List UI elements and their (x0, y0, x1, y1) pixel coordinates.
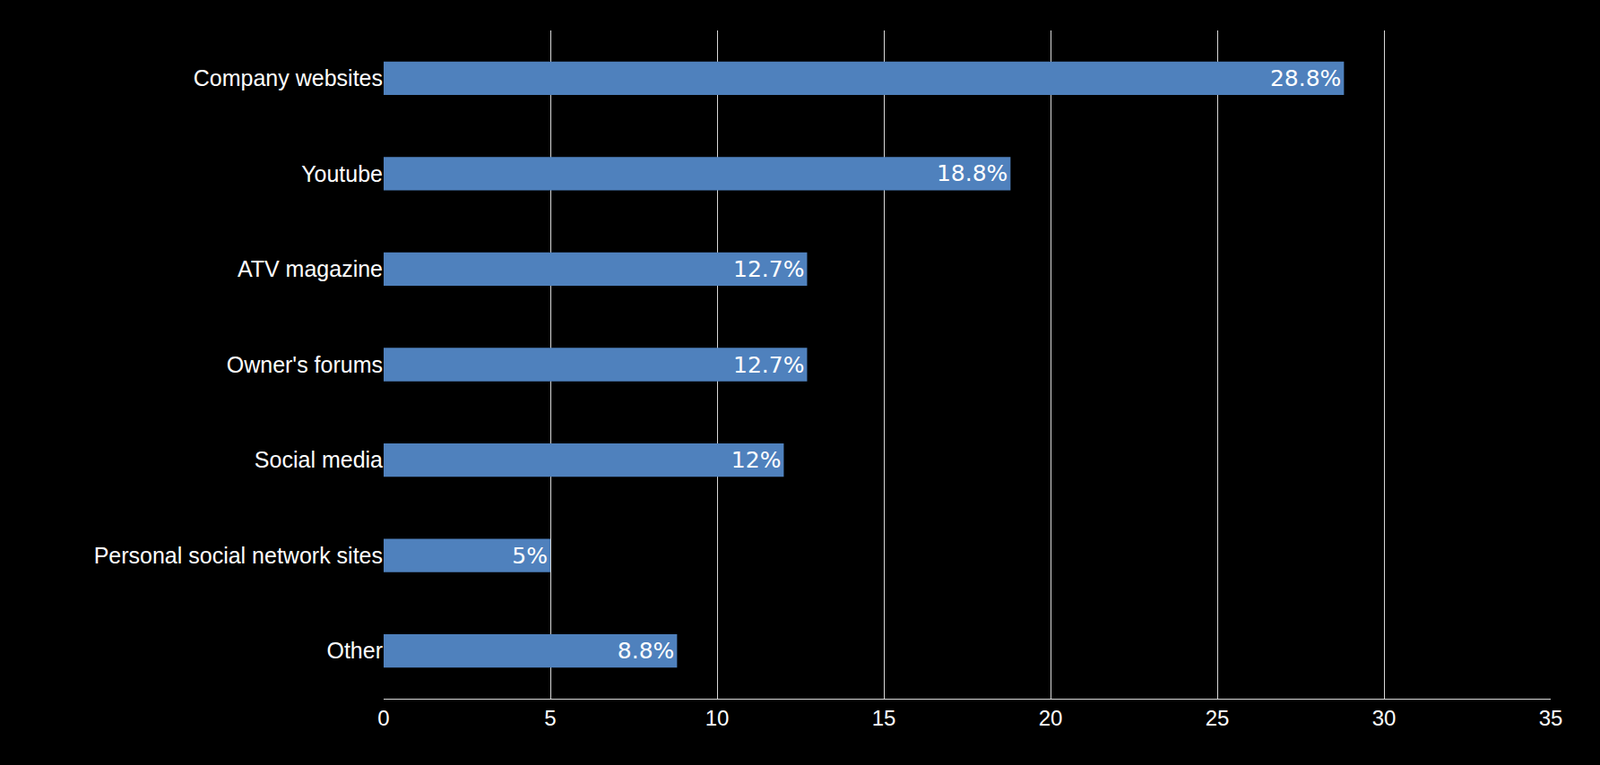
svg-text:ATV magazine: ATV magazine (237, 256, 383, 282)
svg-text:25: 25 (1205, 706, 1230, 731)
svg-text:5%: 5% (511, 543, 548, 570)
svg-text:Social media: Social media (254, 447, 383, 473)
svg-text:0: 0 (377, 706, 390, 731)
svg-text:12.7%: 12.7% (733, 352, 805, 379)
svg-text:Personal social network sites: Personal social network sites (94, 543, 383, 569)
svg-text:12.7%: 12.7% (733, 256, 805, 283)
svg-text:Youtube: Youtube (301, 161, 383, 187)
svg-text:Company websites: Company websites (193, 65, 383, 91)
svg-text:18.8%: 18.8% (936, 160, 1008, 187)
svg-text:Owner's forums: Owner's forums (226, 352, 383, 378)
svg-text:20: 20 (1038, 706, 1064, 731)
svg-text:35: 35 (1539, 706, 1564, 731)
svg-text:5: 5 (544, 706, 556, 731)
svg-text:Other: Other (326, 638, 383, 664)
svg-text:12%: 12% (731, 447, 782, 474)
svg-text:8.8%: 8.8% (617, 638, 675, 665)
svg-text:15: 15 (872, 706, 897, 731)
svg-text:30: 30 (1372, 706, 1397, 731)
svg-text:10: 10 (705, 706, 730, 731)
svg-text:28.8%: 28.8% (1270, 65, 1341, 92)
